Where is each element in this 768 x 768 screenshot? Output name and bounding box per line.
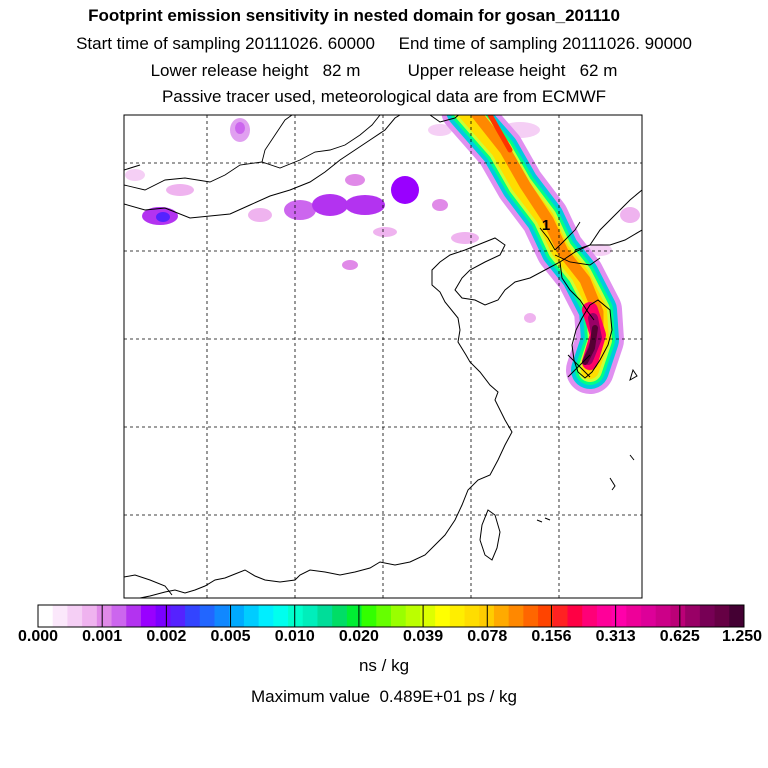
colorbar-cell: [376, 605, 392, 627]
colorbar-tick-label: 0.313: [595, 628, 636, 645]
colorbar-cell: [567, 605, 583, 627]
colorbar-cell: [582, 605, 598, 627]
colorbar-cell: [523, 605, 539, 627]
colorbar-tick-label: 0.039: [403, 628, 444, 645]
colorbar-tick-label: 0.000: [17, 628, 59, 645]
colorbar-cell: [273, 605, 289, 627]
colorbar-tick-labels: 0.000 0.001 0.002 0.005 0.010 0.020 0.039 0.078…: [0, 628, 768, 650]
map-content: [124, 115, 642, 598]
colorbar-tick-label: 0.010: [274, 628, 315, 645]
colorbar-cell: [699, 605, 715, 627]
colorbar-cell: [493, 605, 510, 627]
colorbar-cell: [229, 605, 245, 627]
colorbar-cell: [655, 605, 671, 627]
colorbar-cell: [626, 605, 642, 627]
colorbar-cell: [288, 605, 304, 627]
sampling-time-line: Start time of sampling 20111026. 60000 E…: [76, 34, 692, 53]
colorbar-cell: [170, 605, 186, 627]
colorbar-cell: [96, 605, 112, 627]
borders: [124, 115, 601, 266]
colorbar-tick-label: 0.020: [338, 628, 379, 645]
colorbar-tick-label: 0.078: [467, 628, 508, 645]
colorbar-cell: [346, 605, 362, 627]
colorbar-cell: [82, 605, 98, 627]
coastlines: [124, 115, 642, 598]
colorbar: [37, 604, 745, 628]
colorbar-units: ns / kg: [358, 656, 410, 675]
colorbar-cell: [611, 605, 627, 627]
colorbar-cell: [685, 605, 701, 627]
colorbar-cell: [538, 605, 554, 627]
colorbar-cell: [552, 605, 568, 627]
colorbar-cell: [405, 605, 421, 627]
colorbar-tick-label: 0.005: [210, 628, 251, 645]
emission-blobs: [125, 118, 640, 323]
release-crosses: [567, 354, 591, 378]
colorbar-tick-label: 0.002: [146, 628, 187, 645]
colorbar-cell: [67, 605, 83, 627]
colorbar-cell: [52, 605, 68, 627]
plume: [441, 115, 624, 394]
colorbar-cell: [317, 605, 333, 627]
colorbar-cell: [596, 605, 613, 627]
colorbar-cell: [670, 605, 686, 627]
colorbar-cell: [714, 605, 730, 627]
colorbar-outline: [37, 604, 745, 628]
colorbar-cell: [508, 605, 524, 627]
colorbar-cell: [420, 605, 436, 627]
colorbar-tick-label: 0.001: [82, 628, 123, 645]
colorbar-cell: [214, 605, 230, 627]
colorbar-cell: [155, 605, 171, 627]
colorbar-cell: [449, 605, 465, 627]
colorbar-cell: [199, 605, 215, 627]
colorbar-cell: [111, 605, 127, 627]
receptor-label: 1: [542, 217, 550, 234]
colorbar-cell: [302, 605, 318, 627]
release-height-line: Lower release height 82 m Upper release …: [150, 61, 618, 80]
colorbar-cell: [38, 605, 54, 627]
colorbar-cell: [361, 605, 377, 627]
colorbar-cell: [641, 605, 657, 627]
colorbar-cell: [464, 605, 480, 627]
maximum-value: Maximum value 0.489E+01 ps / kg: [251, 687, 517, 706]
chart-title: Footprint emission sensitivity in nested…: [88, 6, 620, 25]
colorbar-tick-label: 0.625: [659, 628, 700, 645]
lat-lon-grid: [124, 115, 642, 598]
colorbar-cell: [435, 605, 451, 627]
tracer-info-line: Passive tracer used, meteorological data…: [161, 87, 607, 106]
colorbar-cell: [332, 605, 348, 627]
map-frame: [123, 114, 643, 599]
colorbar-cell: [185, 605, 201, 627]
colorbar-cell: [391, 605, 407, 627]
colorbar-tick-label: 0.156: [531, 628, 572, 645]
colorbar-cell: [258, 605, 274, 627]
colorbar-cell: [243, 605, 260, 627]
colorbar-cell: [729, 605, 745, 627]
colorbar-cell: [140, 605, 157, 627]
colorbar-tick-label: 1.250: [721, 628, 763, 645]
colorbar-cell: [126, 605, 142, 627]
